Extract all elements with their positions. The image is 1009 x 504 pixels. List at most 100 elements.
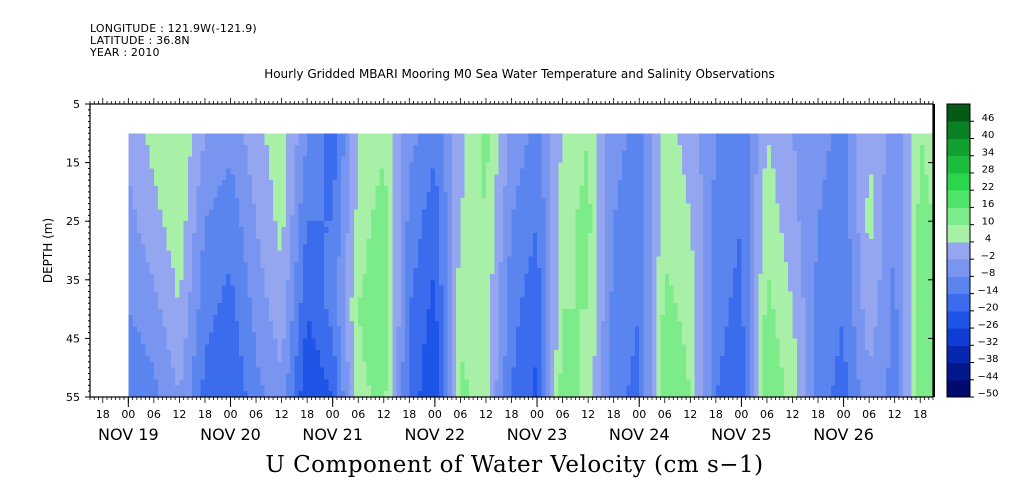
heatmap-cell	[221, 180, 227, 187]
heatmap-cell	[541, 344, 547, 351]
heatmap-cell	[247, 355, 253, 363]
heatmap-cell	[596, 244, 602, 252]
heatmap-cell	[315, 215, 321, 222]
heatmap-cell	[375, 186, 381, 193]
heatmap-cell	[507, 326, 513, 334]
heatmap-cell	[145, 373, 151, 381]
heatmap-cell	[132, 379, 138, 386]
heatmap-cell	[477, 279, 483, 287]
heatmap-cell	[179, 197, 185, 205]
heatmap-cell	[136, 320, 142, 328]
heatmap-cell	[362, 156, 368, 164]
heatmap-cell	[388, 344, 393, 351]
heatmap-cell	[417, 291, 423, 298]
heatmap-cell	[592, 391, 598, 398]
heatmap-cell	[221, 227, 227, 234]
heatmap-cell	[281, 291, 287, 298]
heatmap-cell	[537, 221, 542, 228]
heatmap-cell	[217, 314, 223, 322]
heatmap-cell	[298, 361, 304, 369]
heatmap-cell	[451, 215, 457, 222]
heatmap-cell	[277, 314, 283, 322]
heatmap-cell	[341, 367, 347, 375]
heatmap-cell	[541, 320, 547, 328]
heatmap-cell	[200, 326, 206, 334]
heatmap-cell	[562, 203, 568, 211]
heatmap-cell	[400, 314, 406, 322]
heatmap-cell	[520, 309, 525, 316]
heatmap-cell	[221, 285, 227, 293]
heatmap-cell	[464, 168, 470, 175]
heatmap-cell	[545, 285, 551, 293]
heatmap-cell	[153, 338, 159, 345]
heatmap-cell	[149, 367, 155, 375]
heatmap-cell	[290, 320, 295, 328]
heatmap-cell	[405, 268, 410, 275]
heatmap-cell	[583, 379, 589, 386]
heatmap-cell	[187, 303, 193, 310]
heatmap-cell	[511, 268, 517, 275]
heatmap-cell	[426, 385, 432, 392]
heatmap-cell	[260, 273, 266, 281]
heatmap-cell	[200, 180, 206, 187]
heatmap-cell	[588, 168, 593, 175]
heatmap-cell	[234, 250, 240, 257]
heatmap-cell	[256, 297, 261, 304]
heatmap-cell	[149, 197, 155, 205]
heatmap-cell	[128, 186, 134, 193]
heatmap-cell	[490, 314, 496, 322]
heatmap-cell	[128, 350, 134, 357]
heatmap-cell	[558, 232, 564, 240]
heatmap-cell	[507, 373, 513, 381]
heatmap-cell	[366, 320, 372, 328]
heatmap-cell	[562, 162, 568, 170]
heatmap-cell	[554, 320, 559, 328]
heatmap-cell	[430, 221, 436, 228]
heatmap-cell	[332, 256, 338, 263]
heatmap-cell	[247, 180, 253, 187]
heatmap-cell	[541, 332, 547, 339]
heatmap-cell	[332, 156, 338, 164]
heatmap-cell	[349, 379, 355, 386]
heatmap-cell	[196, 279, 202, 287]
heatmap-cell	[217, 139, 223, 146]
heatmap-cell	[281, 256, 287, 263]
heatmap-cell	[281, 314, 287, 322]
heatmap-cell	[192, 197, 198, 205]
heatmap-cell	[179, 291, 185, 298]
heatmap-cell	[328, 350, 334, 357]
heatmap-cell	[434, 338, 440, 345]
heatmap-cell	[179, 285, 185, 293]
heatmap-cell	[149, 273, 155, 281]
heatmap-cell	[396, 273, 402, 281]
heatmap-cell	[413, 367, 419, 375]
heatmap-cell	[507, 180, 513, 187]
heatmap-cell	[239, 186, 244, 193]
heatmap-cell	[358, 373, 364, 381]
heatmap-cell	[422, 162, 427, 170]
heatmap-cell	[277, 361, 283, 369]
heatmap-cell	[541, 162, 547, 170]
heatmap-cell	[405, 285, 410, 293]
heatmap-cell	[187, 232, 193, 240]
heatmap-cell	[554, 385, 559, 392]
heatmap-cell	[179, 215, 185, 222]
heatmap-cell	[507, 162, 513, 170]
heatmap-cell	[439, 197, 444, 205]
heatmap-cell	[596, 250, 602, 257]
heatmap-cell	[520, 174, 525, 181]
heatmap-cell	[511, 156, 517, 164]
heatmap-cell	[379, 191, 385, 199]
heatmap-cell	[426, 244, 432, 252]
heatmap-cell	[473, 215, 479, 222]
heatmap-cell	[371, 186, 376, 193]
heatmap-cell	[554, 379, 559, 386]
heatmap-cell	[417, 373, 423, 381]
heatmap-cell	[405, 373, 410, 381]
heatmap-cell	[388, 180, 393, 187]
heatmap-cell	[383, 209, 389, 216]
heatmap-cell	[520, 203, 525, 211]
heatmap-cell	[490, 256, 496, 263]
heatmap-cell	[196, 285, 202, 293]
heatmap-cell	[583, 191, 589, 199]
